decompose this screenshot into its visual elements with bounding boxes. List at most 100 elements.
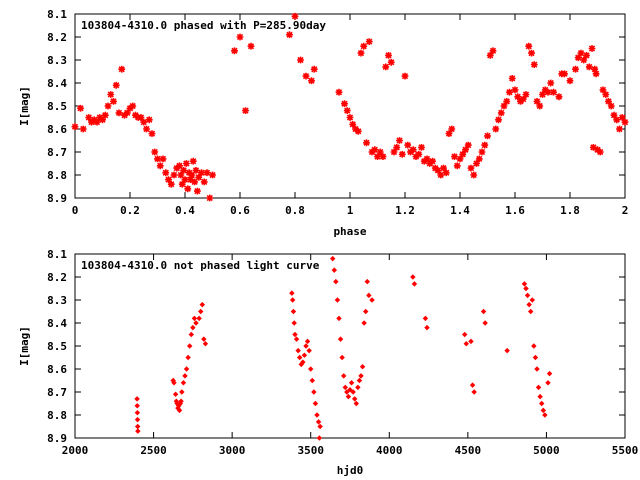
data-point	[104, 102, 112, 110]
data-point	[344, 389, 350, 395]
data-point	[451, 153, 458, 160]
data-point	[148, 130, 156, 137]
data-point	[376, 148, 384, 156]
data-point	[591, 65, 599, 73]
data-point	[348, 380, 355, 386]
data-point	[607, 102, 615, 110]
data-point	[580, 56, 588, 64]
data-point	[145, 116, 153, 124]
data-point	[242, 107, 249, 114]
data-point	[535, 384, 542, 391]
data-point	[393, 144, 401, 151]
data-point	[585, 63, 593, 71]
data-point	[123, 109, 131, 117]
data-point	[550, 88, 557, 96]
data-point	[165, 176, 172, 183]
data-point	[599, 86, 607, 94]
data-point	[495, 116, 502, 124]
data-point	[401, 72, 409, 80]
data-point	[184, 185, 192, 193]
data-point	[335, 88, 343, 96]
data-point	[156, 162, 164, 170]
data-point	[503, 98, 511, 105]
data-point	[526, 301, 532, 308]
data-point	[342, 384, 349, 391]
x-tick-label: 4000	[376, 444, 403, 457]
data-point	[195, 173, 203, 181]
data-point	[423, 155, 431, 163]
data-point	[525, 42, 533, 50]
data-point	[473, 160, 480, 167]
data-point	[135, 428, 141, 434]
data-point	[480, 308, 487, 315]
data-point	[350, 389, 356, 395]
data-point	[312, 400, 319, 407]
data-point	[464, 141, 472, 149]
data-point	[301, 352, 308, 358]
data-point	[385, 52, 392, 59]
data-point	[453, 162, 461, 170]
y-tick-label: 8.2	[47, 271, 67, 284]
data-point	[192, 167, 200, 174]
data-point	[544, 88, 552, 96]
data-point	[176, 162, 183, 170]
data-point	[524, 292, 531, 299]
data-point	[159, 155, 167, 163]
data-point	[469, 382, 476, 388]
data-point	[506, 88, 513, 96]
data-point	[290, 308, 297, 315]
x-tick-label: 0.6	[230, 204, 250, 217]
y-tick-label: 8.8	[47, 409, 67, 422]
data-point	[610, 111, 618, 119]
data-point	[404, 141, 412, 149]
data-point	[527, 308, 534, 315]
data-point	[191, 178, 199, 186]
data-point	[316, 435, 323, 441]
data-point	[429, 157, 436, 165]
y-tick-label: 8.2	[47, 31, 67, 44]
x-tick-label: 3000	[219, 444, 246, 457]
data-point	[162, 169, 170, 177]
data-point	[154, 155, 161, 163]
data-point	[188, 171, 196, 179]
data-point	[357, 49, 365, 57]
data-point	[508, 75, 516, 82]
data-point	[307, 366, 314, 372]
y-tick-label: 8.1	[47, 8, 67, 21]
data-point	[183, 366, 190, 372]
x-tick-label: 1.2	[395, 204, 415, 217]
data-point	[181, 176, 189, 183]
data-point	[456, 155, 464, 163]
data-point	[178, 398, 184, 404]
data-point	[519, 95, 527, 103]
data-point	[467, 164, 475, 172]
data-point	[129, 102, 137, 110]
data-point	[197, 308, 204, 315]
data-point	[289, 297, 296, 303]
data-point	[500, 102, 508, 110]
data-point	[191, 315, 198, 322]
x-tick-label: 1.8	[560, 204, 580, 217]
data-point	[172, 391, 179, 398]
data-point	[196, 315, 202, 322]
data-point	[387, 58, 395, 66]
x-tick-label: 2	[622, 204, 629, 217]
data-point	[236, 33, 244, 41]
data-point	[309, 377, 316, 384]
data-point	[547, 79, 555, 87]
data-point	[339, 354, 345, 361]
data-point	[303, 343, 309, 349]
data-point	[410, 274, 416, 280]
data-point	[115, 109, 123, 117]
data-point	[110, 98, 117, 105]
data-point	[539, 91, 546, 98]
data-point	[478, 148, 486, 156]
y-tick-label: 8.1	[47, 248, 67, 261]
data-point	[497, 109, 505, 117]
unphased-light-curve-panel: 2000 2500 3000 3500 4000 4500 5000 5500 8.1 8.2 8.…	[18, 248, 638, 477]
data-point	[538, 400, 545, 407]
x-tick-label: 5500	[612, 444, 639, 457]
data-point	[182, 160, 190, 167]
data-point	[437, 171, 445, 179]
